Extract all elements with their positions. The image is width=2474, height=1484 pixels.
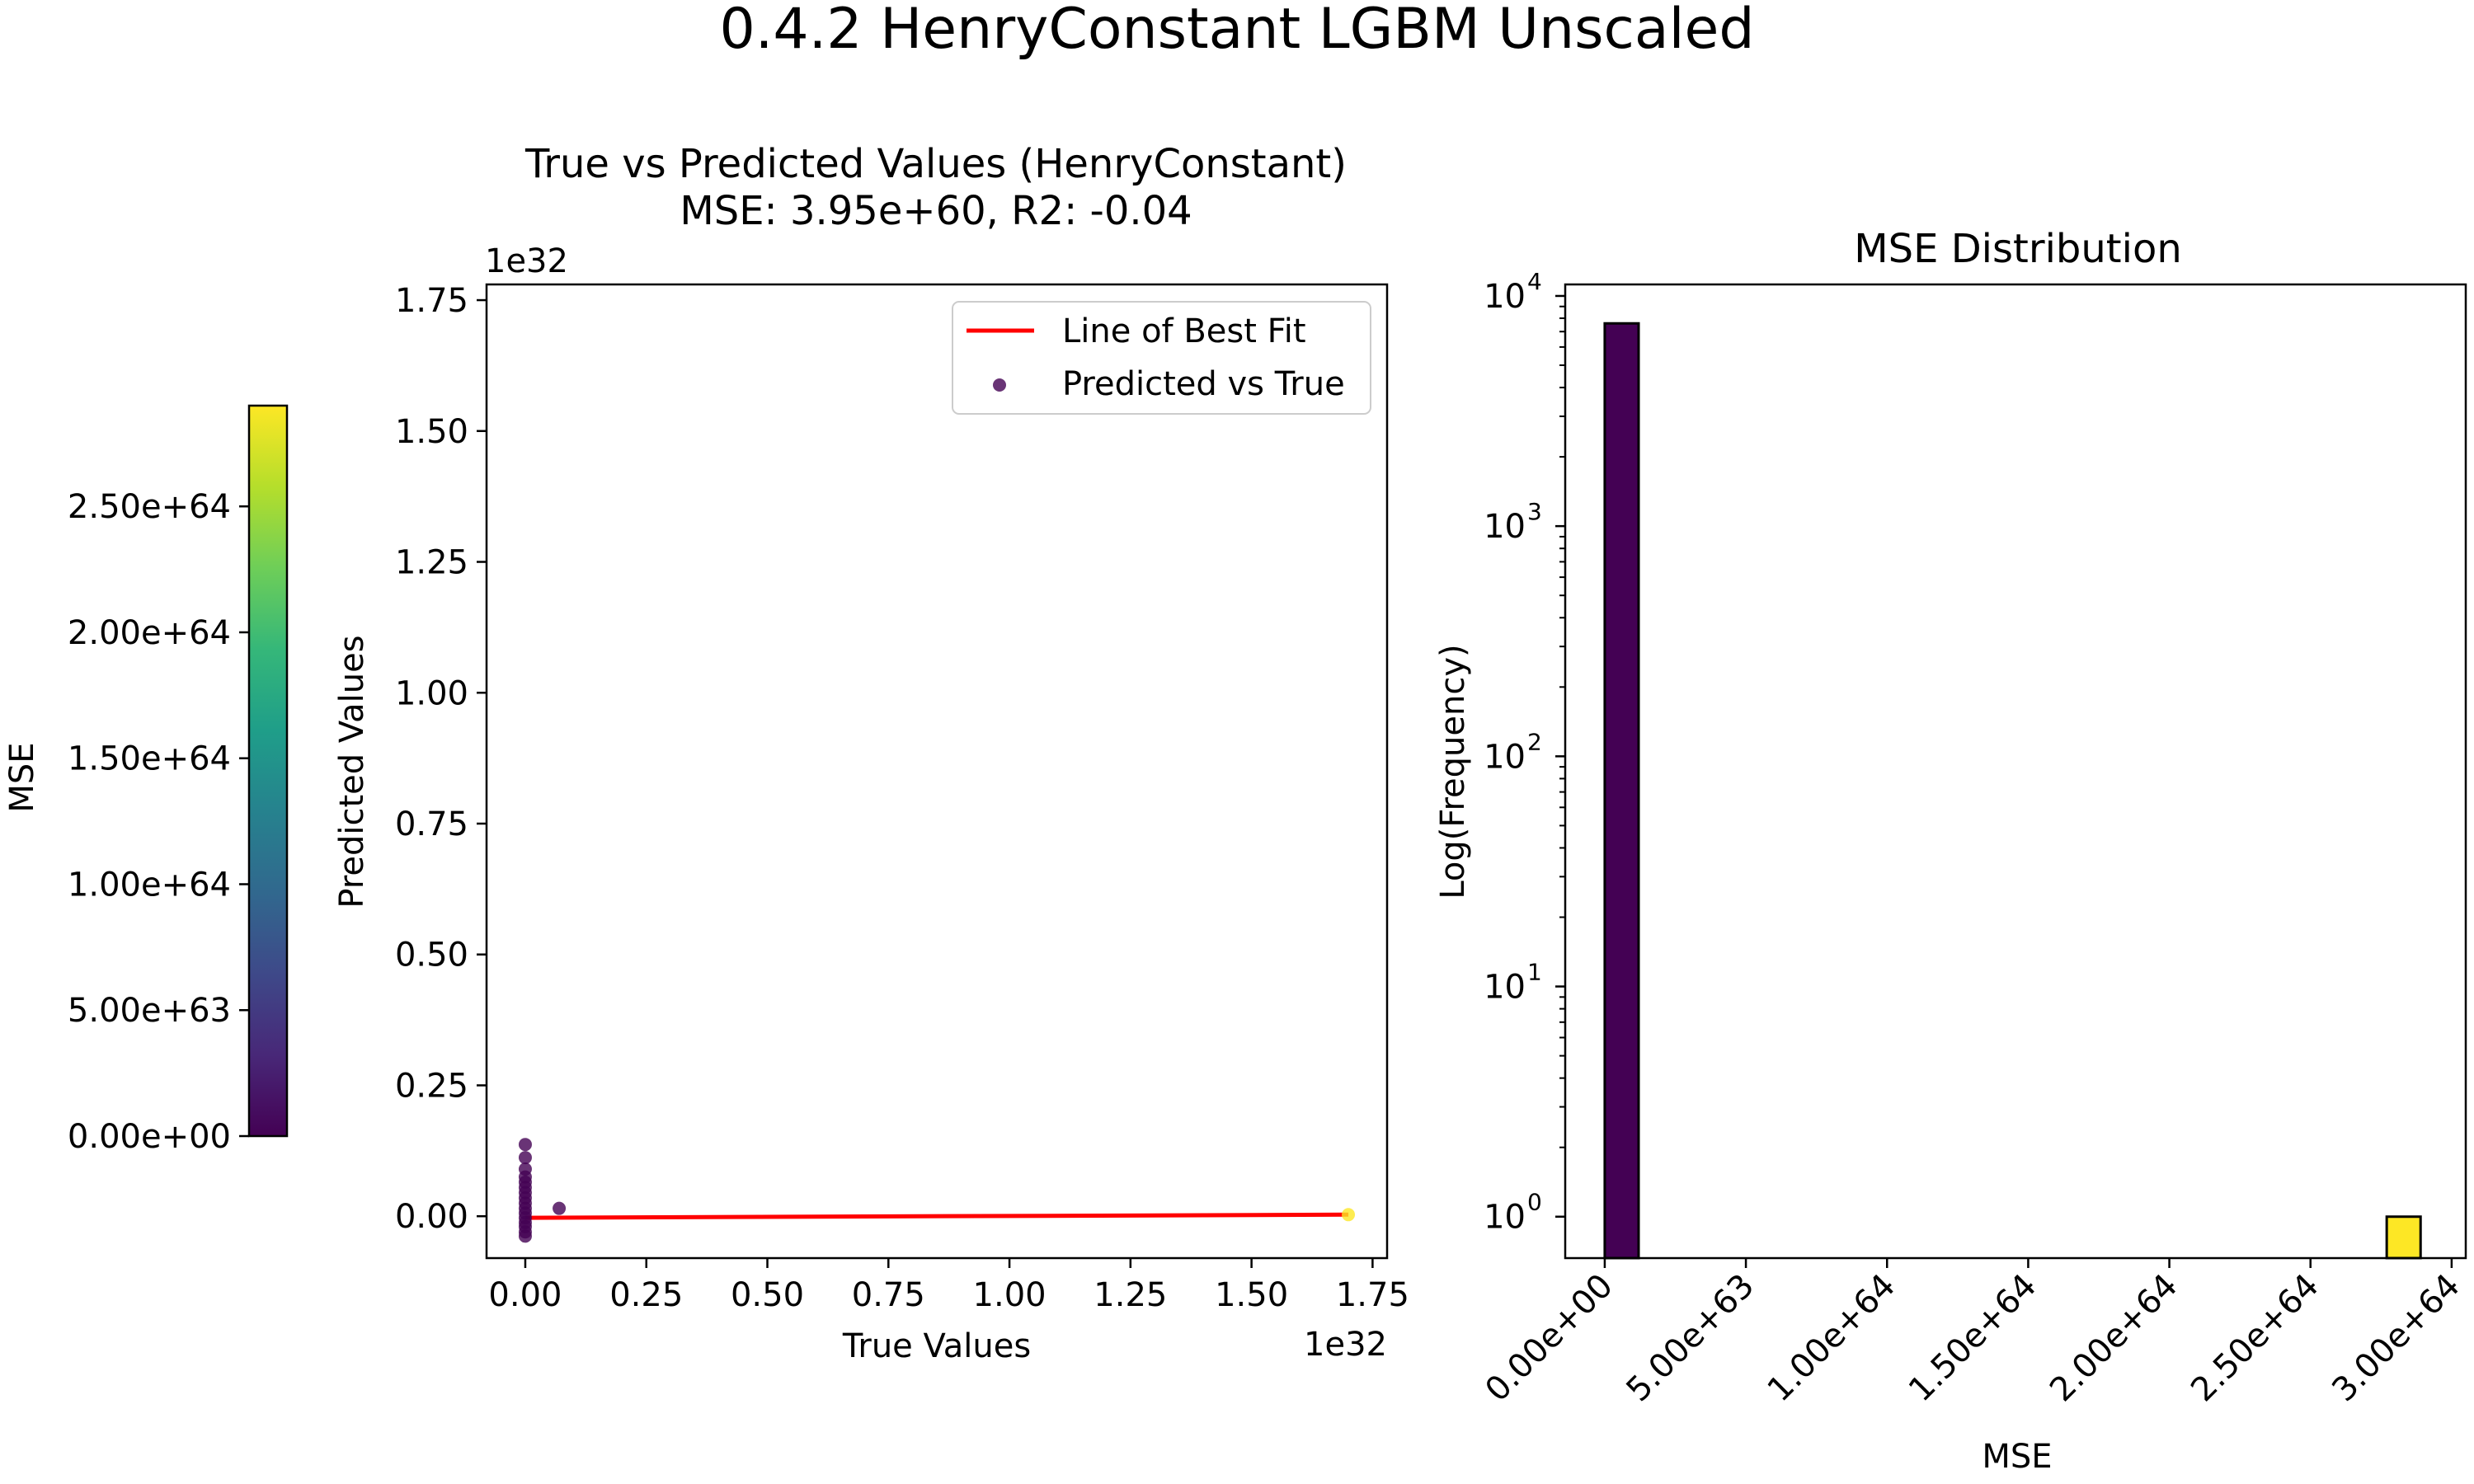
scatter-chart: True vs Predicted Values (HenryConstant)… [333, 141, 1409, 1365]
scatter-xtick-label: 1.50 [1215, 1276, 1288, 1314]
scatter-ytick-label: 0.00 [395, 1198, 468, 1236]
scatter-xtick-label: 1.75 [1336, 1276, 1409, 1314]
scatter-xtick-label: 0.75 [852, 1276, 925, 1314]
colorbar-tick-label: 5.00e+63 [68, 992, 231, 1030]
colorbar-ticks: 0.00e+00 5.00e+63 1.00e+64 1.50e+64 2.00e+64… [68, 488, 249, 1156]
histogram-ytick-exponent: 4 [1527, 268, 1542, 295]
legend-point-swatch [993, 378, 1006, 392]
histogram-xtick-label: 3.00e+64 [2325, 1267, 2467, 1410]
histogram-xtick-label: 2.50e+64 [2184, 1267, 2326, 1410]
histogram-axes-frame [1564, 283, 2467, 1260]
histogram-ytick-label: 10 [1484, 969, 1526, 1007]
scatter-ytick-label: 0.25 [395, 1067, 468, 1105]
histogram-ytick-label: 10 [1484, 1199, 1526, 1237]
colorbar-tick-label: 0.00e+00 [68, 1118, 231, 1156]
scatter-point [518, 1151, 532, 1165]
scatter-fit-layer [524, 1212, 1349, 1220]
histogram-xtick-label: 0.00e+00 [1478, 1267, 1620, 1410]
scatter-ytick-label: 0.50 [395, 937, 468, 974]
scatter-ytick-label: 1.75 [395, 282, 468, 320]
scatter-point [553, 1201, 567, 1215]
histogram-ytick-exponent: 3 [1527, 498, 1542, 525]
colorbar: 0.00e+00 5.00e+63 1.00e+64 1.50e+64 2.00e+64… [3, 404, 289, 1156]
histogram-ytick-exponent: 1 [1527, 959, 1542, 986]
scatter-ylabel: Predicted Values [333, 635, 371, 908]
scatter-points-layer [518, 1138, 1356, 1243]
legend-entry-points: Predicted vs True [1062, 365, 1345, 403]
colorbar-tick-label: 1.00e+64 [68, 866, 231, 904]
colorbar-tick-label: 2.50e+64 [68, 488, 231, 526]
histogram-xlabel: MSE [1982, 1438, 2052, 1476]
histogram-bars-layer [1603, 322, 2422, 1260]
colorbar-label: MSE [3, 742, 41, 812]
histogram-bar [2385, 1215, 2422, 1260]
scatter-subtitle: MSE: 3.95e+60, R2: -0.04 [680, 188, 1192, 234]
histogram-bar [1603, 322, 1640, 1260]
scatter-ticks: 0.00 0.25 0.50 0.75 1.00 1.25 1.50 1.75 0.00 0.25… [395, 282, 1409, 1314]
scatter-xtick-label: 1.00 [973, 1276, 1047, 1314]
scatter-point [1342, 1208, 1356, 1222]
scatter-legend: Line of Best Fit Predicted vs True [952, 301, 1371, 415]
histogram-ytick-exponent: 0 [1527, 1189, 1542, 1216]
histogram-xtick-label: 1.00e+64 [1761, 1267, 1903, 1410]
histogram-xtick-label: 5.00e+63 [1620, 1267, 1762, 1410]
scatter-ytick-label: 1.25 [395, 544, 468, 582]
scatter-x-offset: 1e32 [1304, 1326, 1387, 1364]
legend-box [952, 301, 1371, 415]
histogram-ytick-label: 10 [1484, 508, 1526, 546]
scatter-xtick-label: 0.50 [731, 1276, 804, 1314]
scatter-y-offset: 1e32 [485, 242, 568, 280]
scatter-point [518, 1138, 532, 1152]
scatter-ytick-label: 1.50 [395, 413, 468, 451]
scatter-ytick-label: 1.00 [395, 674, 468, 712]
histogram-ytick-exponent: 2 [1527, 728, 1542, 755]
scatter-xlabel: True Values [842, 1327, 1031, 1365]
histogram-ylabel: Log(Frequency) [1434, 644, 1472, 899]
histogram-chart: MSE Distribution 0.00e+005.00e+631.00e+6… [1434, 226, 2467, 1476]
colorbar-tick-label: 2.00e+64 [68, 614, 231, 652]
fit-line [524, 1212, 1349, 1220]
scatter-ytick-label: 0.75 [395, 805, 468, 843]
figure-suptitle: 0.4.2 HenryConstant LGBM Unscaled [720, 0, 1755, 62]
scatter-xtick-label: 0.25 [609, 1276, 683, 1314]
scatter-point [518, 1229, 532, 1243]
histogram-ytick-label: 10 [1484, 278, 1526, 316]
scatter-axes-frame [485, 283, 1389, 1260]
legend-entry-fit: Line of Best Fit [1062, 312, 1306, 350]
histogram-ytick-label: 10 [1484, 738, 1526, 776]
scatter-title: True vs Predicted Values (HenryConstant) [524, 141, 1347, 187]
colorbar-tick-label: 1.50e+64 [68, 740, 231, 778]
scatter-xtick-label: 1.25 [1094, 1276, 1167, 1314]
histogram-xtick-label: 2.00e+64 [2043, 1267, 2185, 1410]
histogram-xtick-label: 1.50e+64 [1902, 1267, 2044, 1410]
scatter-xtick-label: 0.00 [488, 1276, 562, 1314]
colorbar-gradient [247, 404, 289, 1138]
histogram-title: MSE Distribution [1854, 226, 2182, 272]
